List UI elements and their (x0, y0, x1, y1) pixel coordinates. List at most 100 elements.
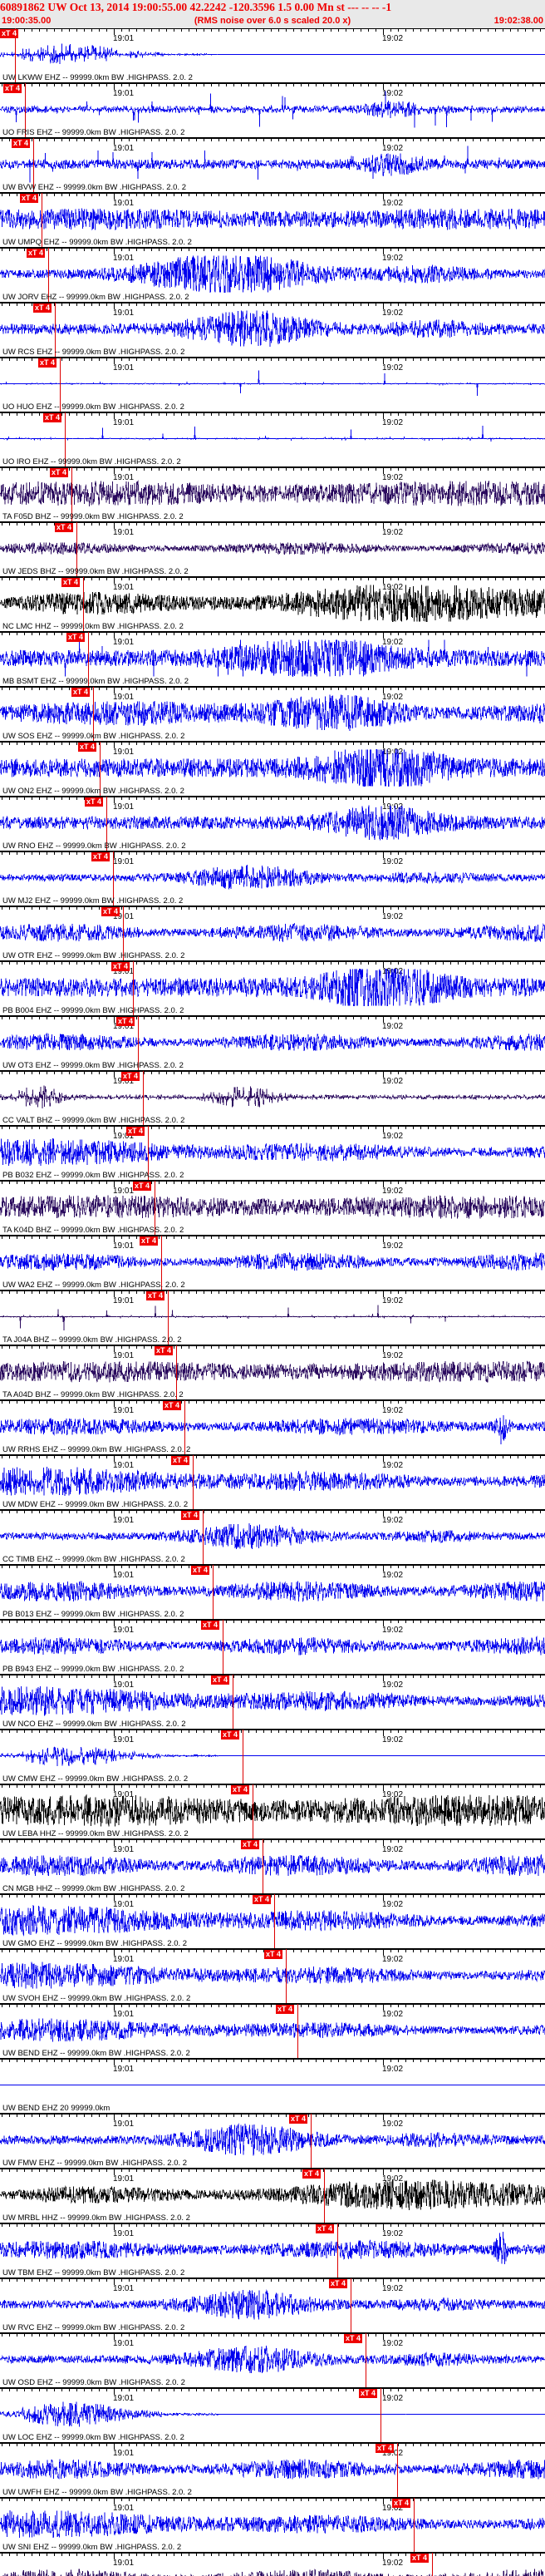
waveform[interactable] (0, 2011, 545, 2049)
pick-marker-badge[interactable]: xT 4 (78, 743, 97, 752)
waveform[interactable] (0, 1682, 545, 1720)
waveform[interactable] (0, 530, 545, 567)
pick-marker-badge[interactable]: xT 4 (253, 1895, 272, 1904)
pick-marker-badge[interactable]: xT 4 (33, 303, 52, 313)
pick-marker-badge[interactable]: xT 4 (329, 2279, 348, 2288)
trace-row[interactable]: 19:01 19:02 xT 4 UW RRHS EHZ -- 99999.0km B… (0, 1400, 545, 1455)
waveform[interactable] (0, 2341, 545, 2378)
trace-row[interactable]: 19:01 19:02 xT 4 UW RCS EHZ -- 99999.0km BW… (0, 303, 545, 358)
waveform[interactable] (0, 1353, 545, 1390)
trace-row[interactable]: 19:01 19:02 xT 4 UW MJ2 EHZ -- 99999.0km BW… (0, 851, 545, 906)
pick-marker-badge[interactable]: xT 4 (12, 139, 31, 148)
trace-row[interactable]: 19:01 19:02 xT 4 UW ON2 EHZ -- 99999.0km BW… (0, 742, 545, 797)
trace-row[interactable]: 19:01 19:02 xT 4 UO FRIS EHZ -- 99999.0km B… (0, 83, 545, 138)
waveform[interactable] (0, 420, 545, 457)
pick-marker-badge[interactable]: xT 4 (66, 633, 86, 642)
waveform[interactable] (0, 585, 545, 622)
waveform[interactable] (0, 2176, 545, 2213)
pick-marker-badge[interactable]: xT 4 (171, 1456, 190, 1465)
waveform[interactable] (0, 1024, 545, 1061)
waveform[interactable] (0, 2121, 545, 2159)
pick-marker-badge[interactable]: xT 4 (61, 578, 81, 587)
pick-marker-badge[interactable]: xT 4 (302, 2169, 322, 2179)
pick-marker-badge[interactable]: xT 4 (71, 688, 91, 697)
pick-marker-badge[interactable]: xT 4 (359, 2389, 378, 2398)
trace-row[interactable]: 19:01 19:02 xT 4 MB BSMT EHZ -- 99999.0km B… (0, 632, 545, 687)
trace-row[interactable]: 19:01 19:02 xT 4 UW CMW EHZ -- 99999.0km BW… (0, 1730, 545, 1784)
trace-row[interactable]: 19:01 19:02 xT 4 TA K04D BHZ -- 99999.0km B… (0, 1181, 545, 1236)
waveform[interactable] (0, 146, 545, 183)
trace-row[interactable]: 19:01 19:02 xT 4 UW JEDS BHZ -- 99999.0km B… (0, 522, 545, 577)
trace-row[interactable]: 19:01 19:02 xT 4 UW MDW EHZ -- 99999.0km BW… (0, 1455, 545, 1510)
waveform[interactable] (0, 1078, 545, 1116)
trace-row[interactable]: 19:01 19:02 xT 4 PB B004 EHZ -- 99999.0km B… (0, 961, 545, 1016)
waveform[interactable] (0, 1408, 545, 1445)
waveform[interactable] (0, 639, 545, 677)
waveform[interactable] (0, 804, 545, 841)
pick-marker-badge[interactable]: xT 4 (241, 1840, 260, 1849)
trace-row[interactable]: 19:01 19:02 xT 4 UW RNO EHZ -- 99999.0km BW… (0, 797, 545, 851)
waveform[interactable] (0, 2450, 545, 2488)
waveform[interactable] (0, 200, 545, 238)
trace-row[interactable]: 19:01 19:02 xT 4 UW WA2 EHZ -- 99999.0km BW… (0, 1236, 545, 1290)
pick-marker-badge[interactable]: xT 4 (43, 413, 62, 422)
waveform[interactable] (0, 1902, 545, 1939)
pick-marker-badge[interactable]: xT 4 (410, 2554, 430, 2563)
trace-row[interactable]: 19:01 19:02 xT 4 UW BEND EHZ -- 99999.0km B… (0, 2004, 545, 2059)
pick-marker-badge[interactable]: xT 4 (38, 358, 57, 368)
pick-marker-badge[interactable]: xT 4 (376, 2444, 395, 2453)
pick-marker-badge[interactable]: xT 4 (111, 962, 130, 971)
trace-row[interactable]: 19:01 19:02 xT 4 UW LEBA HHZ -- 99999.0km B… (0, 1784, 545, 1839)
trace-row[interactable]: 19:01 19:02 xT 4 TA F05D BHZ -- 99999.0km B… (0, 467, 545, 522)
trace-row[interactable]: 19:01 19:02 xT 4 CC TIMB EHZ -- 99999.0km B… (0, 1510, 545, 1565)
pick-marker-badge[interactable]: xT 4 (163, 1401, 182, 1410)
pick-marker-badge[interactable]: xT 4 (221, 1730, 240, 1740)
trace-row[interactable]: 19:01 19:02 xT 4 TA J04A BHZ -- 99999.0km B… (0, 1290, 545, 1345)
waveform[interactable] (0, 969, 545, 1006)
trace-row[interactable]: 19:01 19:02 xT 4 PB B013 EHZ -- 99999.0km B… (0, 1565, 545, 1620)
pick-marker-badge[interactable]: xT 4 (3, 84, 22, 93)
pick-marker-badge[interactable]: xT 4 (101, 907, 120, 916)
trace-row[interactable]: 19:01 19:02 xT 4 UW FMW EHZ -- 99999.0km BW… (0, 2114, 545, 2169)
waveform[interactable] (0, 1517, 545, 1555)
trace-row[interactable]: 19:01 19:02 xT 4 UO IRO EHZ -- 99999.0km BW… (0, 412, 545, 467)
waveform[interactable] (0, 1572, 545, 1610)
waveform[interactable] (0, 2231, 545, 2268)
trace-row[interactable]: 19:01 19:02 xT 4 CN MGB HHZ -- 99999.0km BW… (0, 1839, 545, 1894)
pick-marker-badge[interactable]: xT 4 (140, 1236, 159, 1246)
trace-row[interactable]: 19:01 19:02 xT 4 UW OT3 EHZ -- 99999.0km BW… (0, 1016, 545, 1071)
pick-marker-badge[interactable]: xT 4 (191, 1566, 210, 1575)
pick-marker-badge[interactable]: xT 4 (126, 1127, 145, 1136)
trace-row[interactable]: 19:01 19:02 xT 4 UO HUO EHZ -- 99999.0km BW… (0, 358, 545, 412)
trace-row[interactable]: 19:01 19:02 xT 4 PB B943 EHZ -- 99999.0km B… (0, 1620, 545, 1675)
waveform[interactable] (0, 1847, 545, 1884)
trace-row[interactable]: 19:01 19:02 xT 4 UW OSD EHZ -- 99999.0km BW… (0, 2333, 545, 2388)
trace-row[interactable]: 19:01 19:02 UW BEND EHZ 20 99999.0km (0, 2059, 545, 2114)
waveform[interactable] (0, 1243, 545, 1281)
pick-marker-badge[interactable]: xT 4 (20, 194, 39, 203)
pick-marker-badge[interactable]: xT 4 (231, 1785, 250, 1794)
trace-row[interactable]: 19:01 19:02 xT 4 CC VALT BHZ -- 99999.0km B… (0, 1071, 545, 1126)
waveform[interactable] (0, 365, 545, 402)
trace-row[interactable]: 19:01 19:02 xT 4 UW BVW EHZ -- 99999.0km BW… (0, 138, 545, 193)
waveform[interactable] (0, 2066, 545, 2104)
waveform[interactable] (0, 914, 545, 951)
trace-row[interactable]: 19:01 19:02 xT 4 UW MRBL HHZ -- 99999.0km B… (0, 2169, 545, 2223)
waveform[interactable] (0, 749, 545, 787)
pick-marker-badge[interactable]: xT 4 (55, 523, 74, 532)
waveform[interactable] (0, 91, 545, 128)
trace-row[interactable]: 19:01 19:02 xT 4 UW SVOH EHZ -- 99999.0km B… (0, 1949, 545, 2004)
waveform[interactable] (0, 2560, 545, 2576)
trace-row[interactable]: 19:01 19:02 xT 4 UW UMPQ EHZ -- 99999.0km B… (0, 193, 545, 248)
waveform[interactable] (0, 694, 545, 732)
trace-row[interactable]: 19:01 19:02 xT 4 PB B032 EHZ -- 99999.0km B… (0, 1126, 545, 1181)
waveform[interactable] (0, 2286, 545, 2323)
trace-row[interactable]: 19:01 19:02 xT 4 UW LOC EHZ -- 99999.0km BW… (0, 2388, 545, 2443)
pick-marker-badge[interactable]: xT 4 (289, 2115, 308, 2124)
waveform[interactable] (0, 2505, 545, 2543)
pick-marker-badge[interactable]: xT 4 (276, 2005, 295, 2014)
waveform[interactable] (0, 1792, 545, 1829)
pick-marker-badge[interactable]: xT 4 (116, 1017, 135, 1026)
pick-marker-badge[interactable]: xT 4 (50, 468, 69, 477)
